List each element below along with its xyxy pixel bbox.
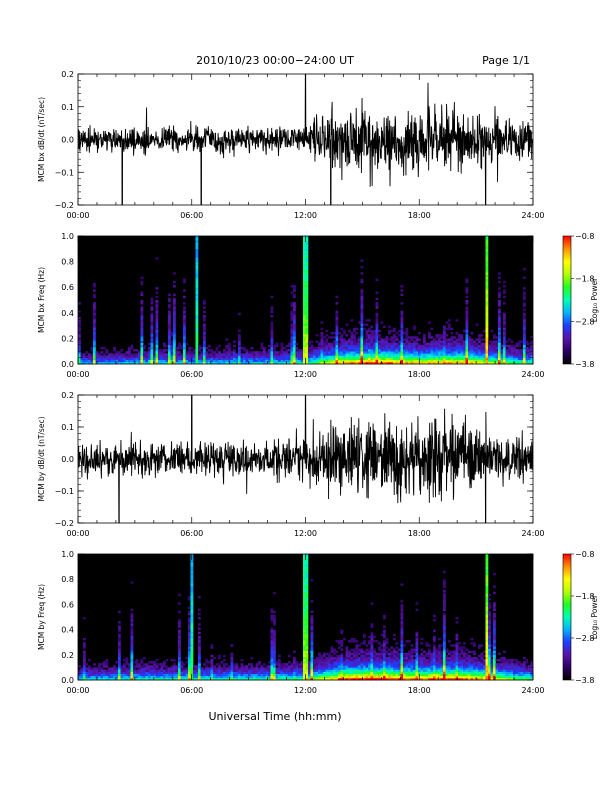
panel-3: 00:00 06:00 12:00 18:00 24:00 −0.2 −0.1 0.0 0.1 0… bbox=[37, 391, 545, 538]
panel-3-y-tick-label: −0.2 bbox=[55, 519, 74, 528]
panel-4-y-tick-label: 1.0 bbox=[61, 550, 74, 559]
panel-2-y-tick-label: 0.2 bbox=[61, 334, 74, 343]
panel-4-colorbar-tick-label: −0.8 bbox=[575, 550, 594, 559]
panel-3-y-tick-label: −0.1 bbox=[55, 487, 74, 496]
panel-1-x-tick-label: 06:00 bbox=[180, 211, 203, 220]
panel-4-x-tick-label: 06:00 bbox=[180, 686, 203, 695]
panel-3-x-tick-label: 00:00 bbox=[66, 529, 89, 538]
panel-2-y-tick-label: 0.0 bbox=[61, 360, 74, 369]
panel-4-x-tick-label: 12:00 bbox=[294, 686, 317, 695]
panel-4-x-tick-label: 00:00 bbox=[66, 686, 89, 695]
panel-1-x-tick-label: 12:00 bbox=[294, 211, 317, 220]
panel-2-colorbar-tick-label: −1.8 bbox=[575, 275, 594, 284]
panel-3-y-tick-label: 0.2 bbox=[61, 391, 74, 400]
panel-1-x-tick-label: 18:00 bbox=[408, 211, 431, 220]
panel-3-x-tick-label: 24:00 bbox=[521, 529, 544, 538]
panel-4-x-tick-label: 18:00 bbox=[408, 686, 431, 695]
panel-4-colorbar-label: Log₁₀ Power bbox=[590, 594, 599, 639]
panel-1-y-tick-label: −0.1 bbox=[55, 168, 74, 177]
panel-2-x-tick-label: 00:00 bbox=[66, 370, 89, 379]
panel-1: 00:00 06:00 12:00 18:00 24:00 −0.2 −0.1 0.0 0.1 0… bbox=[37, 70, 545, 220]
panel-3-x-tick-label: 12:00 bbox=[294, 529, 317, 538]
report-title: 2010/10/23 00:00−24:00 UT bbox=[196, 54, 354, 67]
panel-1-y-tick-label: 0.0 bbox=[61, 136, 74, 145]
panel-2-x-tick-label: 12:00 bbox=[294, 370, 317, 379]
panel-1-x-tick-label: 24:00 bbox=[521, 211, 544, 220]
panel-4-colorbar bbox=[562, 553, 572, 681]
panel-4-y-tick-label: 0.2 bbox=[61, 651, 74, 660]
panel-1-y-tick-label: 0.2 bbox=[61, 70, 74, 79]
panel-1-x-tick-label: 00:00 bbox=[66, 211, 89, 220]
panel-2-y-tick-label: 0.4 bbox=[61, 309, 74, 318]
panel-2-y-tick-label: 0.8 bbox=[61, 258, 74, 267]
panels-group: 00:00 06:00 12:00 18:00 24:00 −0.2 −0.1 0.0 0.1 0… bbox=[37, 70, 599, 695]
panel-2-colorbar bbox=[562, 235, 572, 365]
panel-2-y-tick-label: 0.6 bbox=[61, 283, 74, 292]
panel-4-y-tick-label: 0.4 bbox=[61, 626, 74, 635]
panel-2-x-tick-label: 06:00 bbox=[180, 370, 203, 379]
panel-2-colorbar-tick-label: −3.8 bbox=[575, 360, 594, 369]
panel-2-y-tick-label: 1.0 bbox=[61, 232, 74, 241]
page-indicator: Page 1/1 bbox=[482, 54, 530, 67]
panel-4-colorbar-tick-label: −1.8 bbox=[575, 592, 594, 601]
panel-1-y-tick-label: −0.2 bbox=[55, 201, 74, 210]
panel-3-y-tick-label: 0.0 bbox=[61, 455, 74, 464]
panel-2-y-axis-label: MCM bx Freq (Hz) bbox=[37, 267, 46, 333]
panel-2-colorbar-tick-label: −0.8 bbox=[575, 232, 594, 241]
panel-1-dbdt-trace bbox=[78, 74, 533, 205]
panel-4-y-tick-label: 0.0 bbox=[61, 676, 74, 685]
panel-2-x-tick-label: 18:00 bbox=[408, 370, 431, 379]
panel-4: −0.8 −1.8 −2.8 −3.8 Log₁₀ Power 00:00 06:00 12:… bbox=[37, 550, 599, 695]
panel-2-x-tick-label: 24:00 bbox=[521, 370, 544, 379]
panel-4-spectrogram-cells bbox=[78, 554, 534, 681]
panel-3-y-tick-label: 0.1 bbox=[61, 423, 74, 432]
panel-4-x-tick-label: 24:00 bbox=[521, 686, 544, 695]
panel-2-spectrogram-cells bbox=[78, 236, 534, 365]
panel-2-colorbar-tick-label: −2.8 bbox=[575, 317, 594, 326]
panel-4-y-axis-label: MCM by Freq (Hz) bbox=[37, 584, 46, 650]
panel-4-colorbar-tick-label: −3.8 bbox=[575, 676, 594, 685]
panel-3-x-tick-label: 18:00 bbox=[408, 529, 431, 538]
panel-3-x-tick-label: 06:00 bbox=[180, 529, 203, 538]
panel-1-y-axis-label: MCM bx dB/dt (nT/sec) bbox=[37, 97, 46, 182]
panel-4-y-tick-label: 0.6 bbox=[61, 600, 74, 609]
panel-3-y-axis-label: MCM by dB/dt (nT/sec) bbox=[37, 416, 46, 501]
panel-2-colorbar-label: Log₁₀ Power bbox=[590, 277, 599, 322]
time-axis-title: Universal Time (hh:mm) bbox=[209, 710, 342, 723]
panel-2: −0.8 −1.8 −2.8 −3.8 Log₁₀ Power 00:00 06:00 12:… bbox=[37, 232, 599, 379]
panel-4-colorbar-tick-label: −2.8 bbox=[575, 634, 594, 643]
panel-4-y-tick-label: 0.8 bbox=[61, 575, 74, 584]
panel-3-dbdt-trace bbox=[78, 395, 533, 523]
panel-1-y-tick-label: 0.1 bbox=[61, 103, 74, 112]
